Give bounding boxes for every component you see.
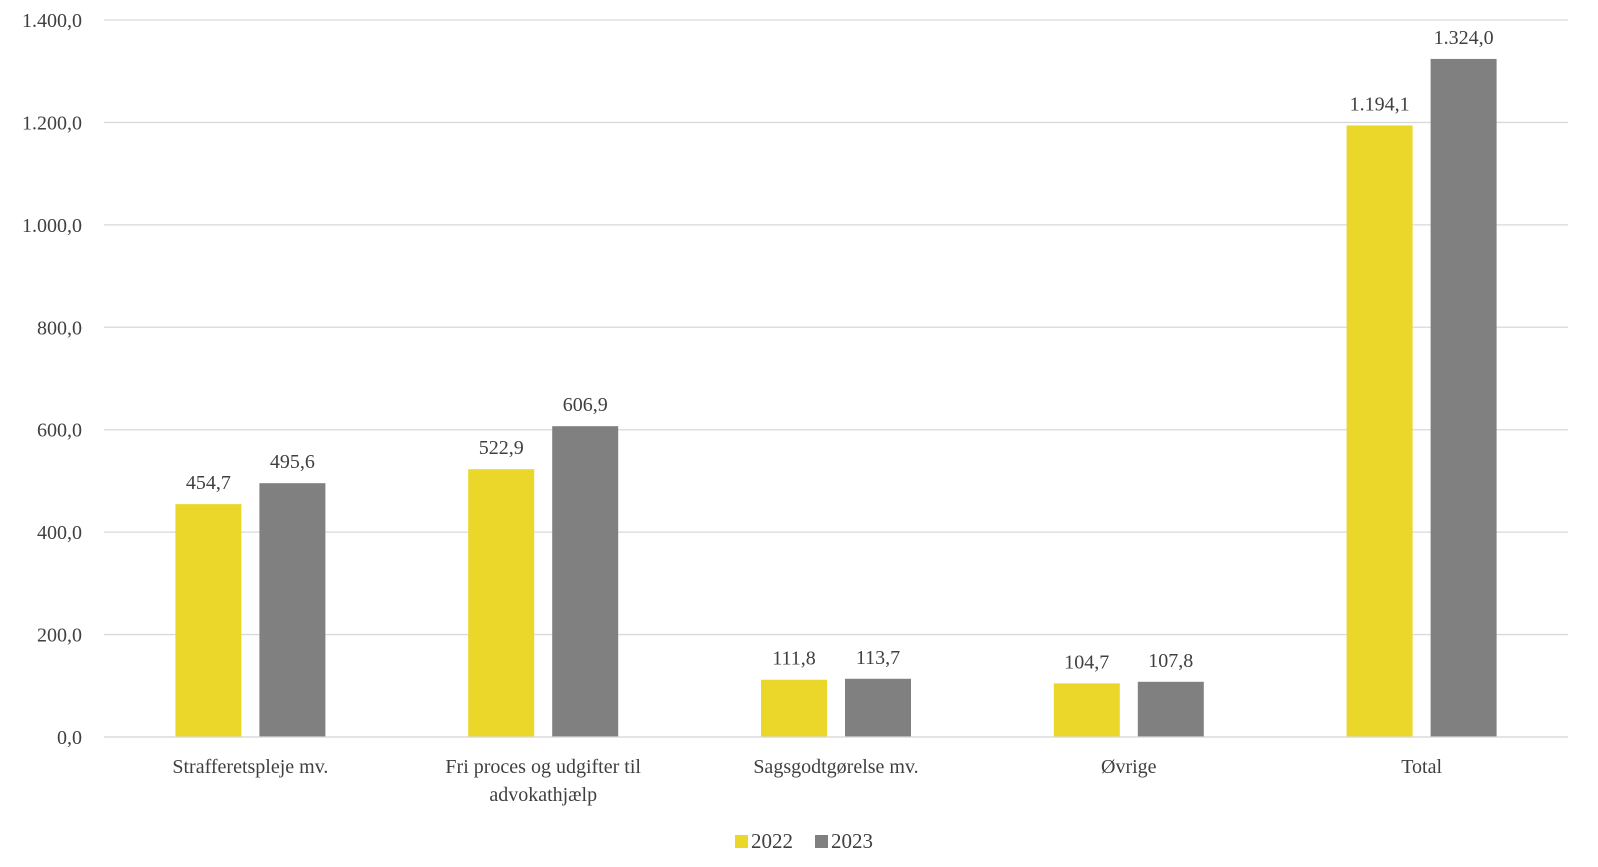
data-label: 454,7: [186, 472, 231, 494]
data-label: 113,7: [856, 647, 900, 669]
legend-swatch-2022: [735, 835, 748, 848]
data-labels: 454,7 522,9 111,8 104,7 1.194,1 495,6 606,9 113…: [186, 27, 1494, 673]
gridlines: [104, 19, 1568, 738]
y-tick-label: 0,0: [57, 727, 82, 749]
data-label: 1.194,1: [1350, 93, 1410, 115]
bar-2022: [1053, 683, 1120, 737]
x-tick-label: Sagsgodtgørelse mv.: [753, 756, 918, 778]
x-tick-label: Øvrige: [1101, 756, 1157, 778]
data-label: 111,8: [772, 648, 816, 670]
y-axis: 0,0 200,0 400,0 600,0 800,0 1.000,0 1.200,0 1.4…: [22, 10, 82, 749]
data-label: 606,9: [563, 394, 608, 416]
y-tick-label: 1.000,0: [22, 215, 82, 237]
y-tick-label: 600,0: [37, 420, 82, 442]
legend-swatch-2023: [815, 835, 828, 848]
bar-2022: [468, 469, 535, 737]
y-tick-label: 1.200,0: [22, 112, 82, 134]
data-label: 1.324,0: [1434, 27, 1494, 49]
x-tick-label: Strafferetspleje mv.: [172, 756, 328, 778]
x-tick-label: advokathjælp: [489, 784, 597, 806]
bar-2023: [259, 483, 326, 737]
x-tick-label: Total: [1401, 756, 1442, 778]
data-label: 495,6: [270, 451, 315, 473]
bars: [175, 58, 1497, 738]
bar-2022: [1346, 125, 1413, 738]
legend-label: 2022: [751, 829, 793, 853]
data-label: 107,8: [1148, 650, 1193, 672]
bar-2022: [761, 679, 827, 737]
y-tick-label: 1.400,0: [22, 10, 82, 32]
bar-2023: [1430, 58, 1497, 738]
bar-2023: [845, 678, 911, 737]
bar-2023: [1137, 681, 1204, 737]
y-tick-label: 400,0: [37, 522, 82, 544]
legend: 2022 2023: [735, 829, 873, 853]
y-tick-label: 200,0: [37, 625, 82, 647]
y-tick-label: 800,0: [37, 317, 82, 339]
bar-2023: [552, 426, 619, 737]
data-label: 104,7: [1064, 651, 1109, 673]
legend-label: 2023: [831, 829, 873, 853]
x-tick-label: Fri proces og udgifter til: [445, 756, 641, 778]
data-label: 522,9: [479, 437, 524, 459]
x-axis: Strafferetspleje mv. Fri proces og udgift…: [104, 736, 1568, 806]
bar-2022: [175, 504, 242, 737]
